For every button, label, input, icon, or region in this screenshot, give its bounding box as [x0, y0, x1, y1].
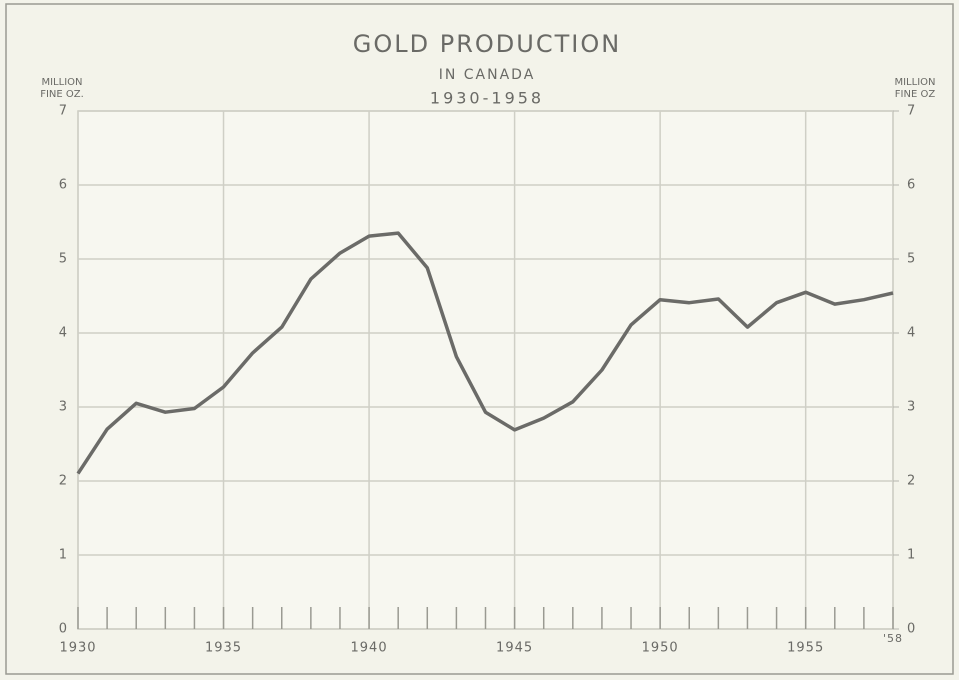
x-tick-label: 1930 — [59, 641, 96, 656]
chart-period: 1930-1958 — [430, 89, 544, 108]
y-tick-label: 1 — [59, 548, 68, 563]
y2-tick-label: 1 — [907, 548, 916, 563]
y2-tick-label: 2 — [907, 474, 916, 489]
y2-axis-label: FINE OZ — [895, 89, 936, 100]
y-axis-label: FINE OZ. — [40, 89, 84, 100]
y2-tick-label: 7 — [907, 104, 916, 119]
y-tick-label: 3 — [59, 400, 68, 415]
y-axis-label: MILLION — [41, 77, 82, 88]
frame — [5, 3, 954, 675]
y2-tick-label: 4 — [907, 326, 916, 341]
x-tick-label: '58 — [883, 632, 903, 645]
x-tick-label: 1935 — [205, 641, 242, 656]
y-tick-label: 4 — [59, 326, 68, 341]
y2-tick-label: 0 — [907, 622, 916, 637]
y2-axis-label: MILLION — [894, 77, 935, 88]
y-tick-label: 7 — [59, 104, 68, 119]
y2-tick-label: 5 — [907, 252, 916, 267]
x-tick-label: 1940 — [351, 641, 388, 656]
y-tick-label: 0 — [59, 622, 68, 637]
y-tick-label: 6 — [59, 178, 68, 193]
plot-area — [77, 110, 894, 630]
y2-tick-label: 3 — [907, 400, 916, 415]
x-tick-label: 1945 — [496, 641, 533, 656]
y-tick-label: 2 — [59, 474, 68, 489]
x-tick-label: 1950 — [642, 641, 679, 656]
data-line — [76, 231, 894, 475]
y2-tick-label: 6 — [907, 178, 916, 193]
x-tick-label: 1955 — [787, 641, 824, 656]
chart-subtitle: IN CANADA — [439, 67, 536, 83]
y-tick-label: 5 — [59, 252, 68, 267]
chart-title: GOLD PRODUCTION — [353, 30, 621, 58]
